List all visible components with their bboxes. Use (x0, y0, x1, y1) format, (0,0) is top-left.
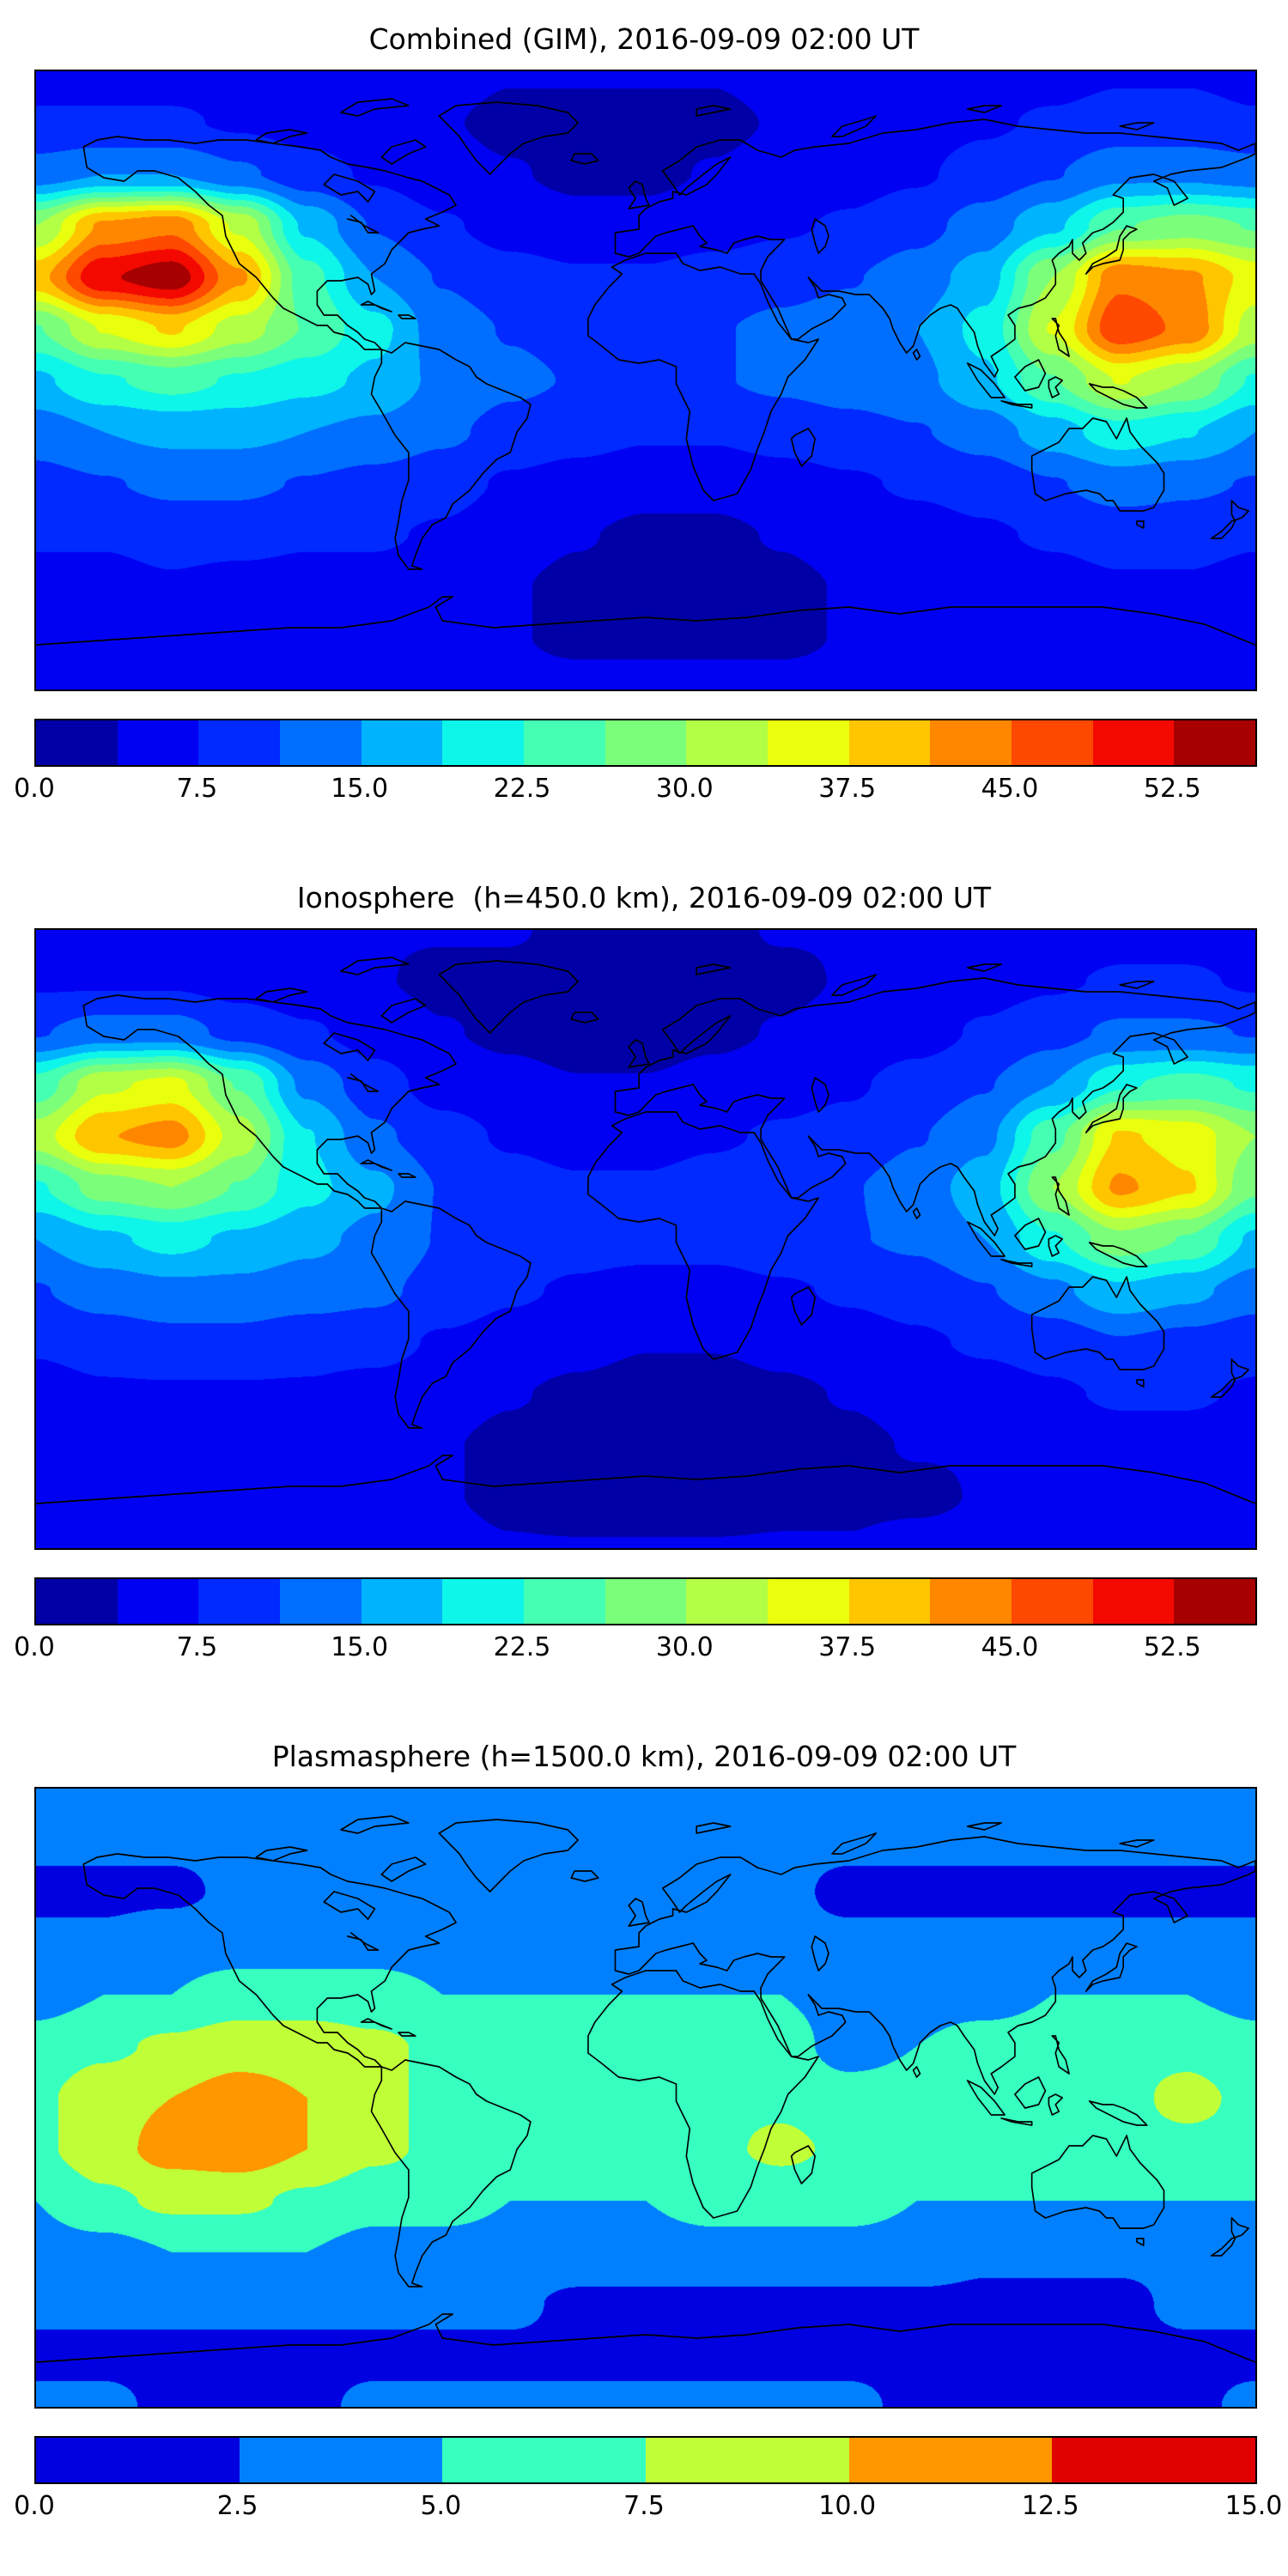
colorbar-segment (117, 720, 199, 765)
colorbar-tick-label: 5.0 (420, 2491, 462, 2521)
coastline-path (36, 98, 1255, 646)
colorbar-ticks-2: 0.0 2.5 5.0 7.5 10.0 12.5 15.0 (14, 2484, 1282, 2522)
colorbar-tick-label: 37.5 (818, 1632, 877, 1662)
colorbar-ticks-1: 0.0 7.5 15.0 22.5 30.0 37.5 45.0 52.5 (14, 1625, 1254, 1663)
map-combined-gim (34, 70, 1257, 691)
colorbar-tick-label: 37.5 (818, 774, 877, 804)
coastline-path (36, 1815, 1255, 2363)
colorbar-segment (198, 720, 281, 765)
colorbar-segment (848, 720, 931, 765)
colorbar-segment (1174, 1579, 1256, 1624)
colorbar-segment (1012, 1579, 1093, 1624)
colorbar-0 (34, 719, 1257, 767)
colorbar-segment (239, 2438, 443, 2482)
colorbar-tick-label: 7.5 (176, 774, 218, 804)
colorbar-tick-label: 22.5 (493, 1632, 551, 1662)
colorbar-tick-label: 15.0 (331, 774, 389, 804)
colorbar-segment (1092, 720, 1175, 765)
colorbar-tick-label: 0.0 (14, 774, 55, 804)
colorbar-tick-label: 45.0 (981, 774, 1039, 804)
colorbar-tick-label: 2.5 (216, 2491, 258, 2521)
colorbar-tick-label: 22.5 (493, 774, 551, 804)
colorbar-segment (524, 1579, 605, 1624)
colorbar-2 (34, 2436, 1257, 2484)
colorbar-segment (768, 720, 849, 765)
panel-title: Plasmasphere (h=1500.0 km), 2016-09-09 0… (271, 1740, 1017, 1773)
colorbar-tick-label: 12.5 (1021, 2491, 1079, 2521)
panel-plasmasphere: Plasmasphere (h=1500.0 km), 2016-09-09 0… (0, 1717, 1288, 2576)
colorbar-segment (646, 2438, 849, 2482)
colorbar-segment (361, 720, 443, 765)
colorbar-tick-label: 45.0 (981, 1632, 1039, 1662)
colorbar-segment (686, 720, 769, 765)
colorbar-segment (36, 2438, 240, 2482)
coastline-path (36, 957, 1255, 1504)
panel-combined-gim: Combined (GIM), 2016-09-09 02:00 UT 0.0 7… (0, 0, 1288, 859)
panel-ionosphere: Ionosphere (h=450.0 km), 2016-09-09 02:0… (0, 859, 1288, 1717)
colorbar-segment (36, 720, 118, 765)
colorbar-segment (605, 720, 687, 765)
colorbar-segment (848, 1579, 931, 1624)
colorbar-segment (117, 1579, 199, 1624)
colorbar-tick-label: 7.5 (176, 1632, 218, 1662)
coastlines-overlay (36, 98, 1255, 646)
panel-title: Combined (GIM), 2016-09-09 02:00 UT (368, 22, 920, 56)
colorbar-tick-label: 10.0 (818, 2491, 877, 2521)
colorbar-tick-label: 0.0 (14, 1632, 55, 1662)
colorbar-segment (280, 1579, 361, 1624)
colorbar-segment (1174, 720, 1256, 765)
colorbar-segment (768, 1579, 849, 1624)
colorbar-segment (524, 720, 605, 765)
colorbar-tick-label: 52.5 (1143, 774, 1201, 804)
map-canvas-0 (36, 71, 1255, 690)
colorbar-segment (1012, 720, 1093, 765)
colorbar-segment (36, 1579, 118, 1624)
colorbar-segment (605, 1579, 687, 1624)
colorbar-segment (361, 1579, 443, 1624)
coastlines-overlay (36, 957, 1255, 1504)
colorbar-tick-label: 15.0 (1224, 2491, 1283, 2521)
colorbar-segment (1052, 2438, 1256, 2482)
colorbar-tick-label: 0.0 (14, 2491, 55, 2521)
colorbar-segment (930, 1579, 1012, 1624)
colorbar-tick-label: 52.5 (1143, 1632, 1201, 1662)
colorbar-ticks-0: 0.0 7.5 15.0 22.5 30.0 37.5 45.0 52.5 (14, 767, 1254, 805)
panel-title: Ionosphere (h=450.0 km), 2016-09-09 02:0… (296, 881, 992, 914)
map-canvas-2 (36, 1789, 1255, 2407)
map-ionosphere (34, 928, 1257, 1550)
colorbar-segment (198, 1579, 281, 1624)
colorbar-segment (442, 2438, 647, 2482)
colorbar-segment (442, 720, 525, 765)
colorbar-segment (930, 720, 1012, 765)
colorbar-segment (1092, 1579, 1175, 1624)
map-canvas-1 (36, 930, 1255, 1548)
colorbar-segment (686, 1579, 769, 1624)
colorbar-tick-label: 30.0 (655, 1632, 714, 1662)
colorbar-tick-label: 15.0 (331, 1632, 389, 1662)
coastlines-overlay (36, 1815, 1255, 2363)
colorbar-tick-label: 7.5 (623, 2491, 665, 2521)
colorbar-1 (34, 1577, 1257, 1625)
map-plasmasphere (34, 1787, 1257, 2409)
colorbar-segment (848, 2438, 1053, 2482)
colorbar-segment (280, 720, 361, 765)
colorbar-segment (442, 1579, 525, 1624)
colorbar-tick-label: 30.0 (655, 774, 714, 804)
